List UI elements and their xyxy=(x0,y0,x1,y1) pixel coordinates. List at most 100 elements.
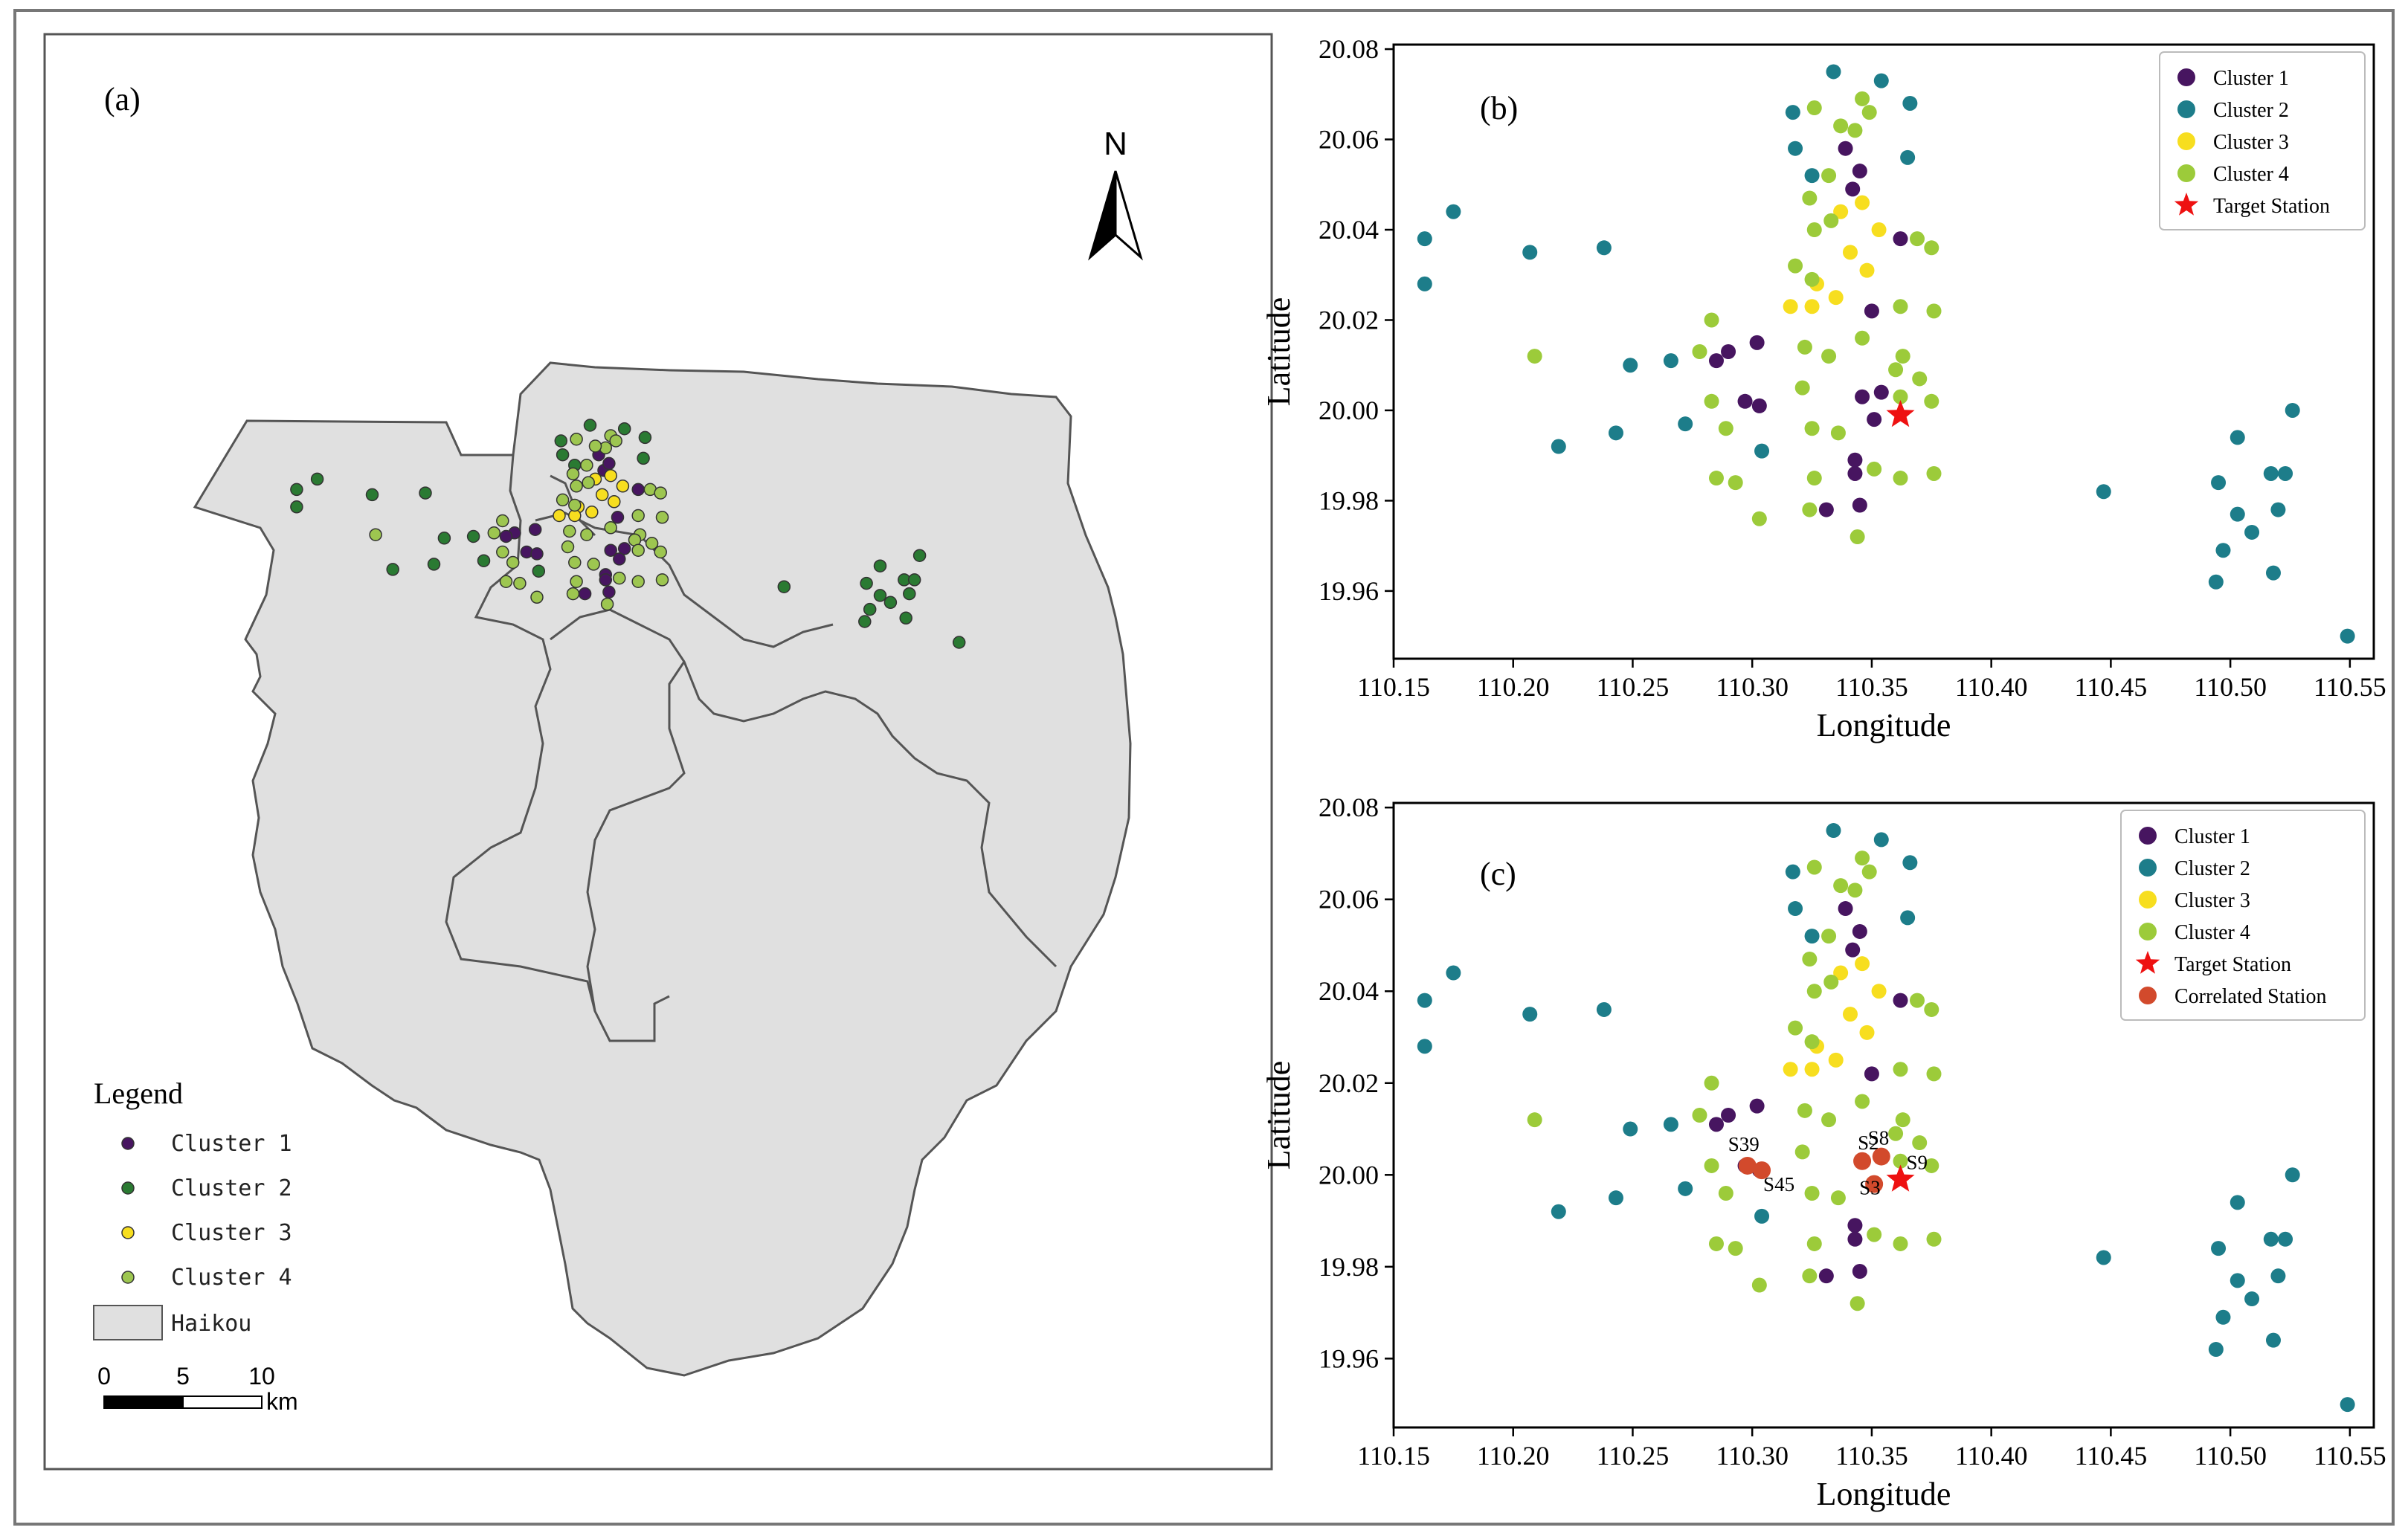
cluster-1-point xyxy=(1893,231,1908,247)
map-cluster-1-station xyxy=(613,552,626,566)
cluster-2-point xyxy=(1754,443,1770,459)
cluster-4-point xyxy=(1802,190,1818,206)
legend-marker xyxy=(2177,164,2195,182)
cluster-1-point xyxy=(1893,993,1908,1008)
cluster-2-point xyxy=(2278,465,2293,481)
cluster-4-point xyxy=(1821,929,1837,944)
cluster-2-point xyxy=(2278,1231,2293,1247)
map-cluster-2-station xyxy=(952,636,966,649)
cluster-2-point xyxy=(1446,204,1461,219)
cluster-1-point xyxy=(1845,942,1861,958)
map-cluster-4-station xyxy=(655,573,669,587)
correlated-station-label: S9 xyxy=(1907,1151,1928,1173)
cluster-4-point xyxy=(1847,123,1863,138)
cluster-2-point xyxy=(1623,358,1638,373)
cluster-3-point xyxy=(1871,984,1887,999)
cluster-4-point xyxy=(1912,371,1928,387)
correlated-station-point xyxy=(1853,1152,1872,1170)
cluster-2-point xyxy=(1663,353,1678,369)
y-tick-label: 20.06 xyxy=(1319,885,1379,914)
cluster-2-point xyxy=(1663,1117,1678,1132)
map-cluster-4-station xyxy=(496,514,509,528)
x-tick-label: 110.55 xyxy=(2314,672,2386,702)
legend-label: Cluster 4 xyxy=(2213,163,2289,186)
map-cluster-4-station xyxy=(588,439,602,453)
cluster-4-point xyxy=(1708,471,1724,486)
cluster-4-point xyxy=(1924,1158,1939,1173)
cluster-4-point xyxy=(1926,465,1942,481)
map-cluster-3-station xyxy=(608,495,621,509)
cluster-4-point xyxy=(1888,1126,1904,1141)
cluster-1-point xyxy=(1721,344,1736,359)
map-cluster-4-station xyxy=(580,458,593,472)
cluster-3-point xyxy=(1842,245,1858,260)
y-tick-label: 20.00 xyxy=(1319,396,1379,425)
cluster-2-point xyxy=(1678,1181,1693,1196)
cluster-2-point xyxy=(1788,141,1803,156)
scale-tick-0: 0 xyxy=(97,1363,111,1390)
map-legend-label-3: Cluster 3 xyxy=(171,1220,292,1246)
cluster-2-point xyxy=(1551,439,1566,454)
map-cluster-2-station xyxy=(617,422,631,436)
cluster-1-point xyxy=(1864,303,1879,319)
panel-a-label: (a) xyxy=(104,81,141,117)
cluster-4-point xyxy=(1924,393,1939,409)
correlated-station-label: S39 xyxy=(1728,1133,1760,1155)
cluster-4-point xyxy=(1804,1186,1820,1201)
x-tick-label: 110.45 xyxy=(2075,672,2148,702)
cluster-4-point xyxy=(1797,1103,1812,1118)
map-cluster-1-station xyxy=(631,483,645,497)
map-cluster-2-station xyxy=(310,472,324,486)
scale-bar: 0 5 10 km xyxy=(97,1363,298,1415)
cluster-4-point xyxy=(1804,1034,1820,1050)
legend-label: Cluster 3 xyxy=(2174,889,2250,912)
y-tick-label: 20.04 xyxy=(1319,976,1379,1006)
correlated-station-label: S45 xyxy=(1763,1173,1794,1195)
x-tick-label: 110.35 xyxy=(1835,1441,1908,1471)
district-line-4 xyxy=(535,512,834,648)
cluster-4-point xyxy=(1708,1236,1724,1251)
x-tick-label: 110.50 xyxy=(2194,1441,2267,1471)
map-cluster-3-station xyxy=(553,509,566,523)
correlated-station-point xyxy=(1872,1147,1890,1166)
cluster-4-point xyxy=(1704,1075,1719,1091)
y-tick-label: 20.02 xyxy=(1319,1068,1379,1098)
cluster-1-point xyxy=(1852,1264,1867,1279)
cluster-4-point xyxy=(1912,1135,1928,1151)
cluster-3-point xyxy=(1804,299,1820,314)
cluster-1-point xyxy=(1847,1231,1863,1247)
target-station-star xyxy=(1886,400,1915,427)
map-cluster-3-station xyxy=(616,480,630,493)
cluster-4-point xyxy=(1802,1268,1818,1284)
cluster-4-point xyxy=(1855,330,1870,346)
x-tick-label: 110.25 xyxy=(1597,1441,1670,1471)
correlated-station-point xyxy=(1738,1156,1757,1175)
cluster-4-point xyxy=(1806,984,1822,999)
cluster-2-point xyxy=(2285,402,2300,418)
cluster-3-point xyxy=(1828,1052,1844,1068)
cluster-2-point xyxy=(1785,864,1800,880)
cluster-2-point xyxy=(2340,1397,2355,1413)
cluster-1-point xyxy=(1873,384,1889,400)
map-cluster-2-station xyxy=(419,486,432,500)
map-cluster-2-station xyxy=(532,564,546,578)
map-legend-region-label: Haikou xyxy=(171,1311,251,1337)
x-tick-label: 110.45 xyxy=(2075,1441,2148,1471)
map-cluster-1-station xyxy=(578,587,592,601)
map-cluster-4-station xyxy=(570,432,583,446)
x-tick-label: 110.25 xyxy=(1597,672,1670,702)
map-cluster-4-station xyxy=(513,576,527,590)
legend-marker xyxy=(2139,827,2157,845)
cluster-3-point xyxy=(1859,262,1875,278)
legend-box xyxy=(2120,810,2366,1021)
map-cluster-4-station xyxy=(568,498,582,512)
cluster-4-point xyxy=(1867,1227,1882,1242)
y-tick-label: 19.98 xyxy=(1319,485,1379,515)
y-tick-label: 20.04 xyxy=(1319,215,1379,245)
map-cluster-1-station xyxy=(528,523,542,536)
map-cluster-4-station xyxy=(631,543,645,557)
map-cluster-1-station xyxy=(604,543,617,557)
y-axis-label: Latitude xyxy=(1261,297,1297,407)
map-cluster-2-station xyxy=(427,558,441,571)
y-tick-label: 20.02 xyxy=(1319,305,1379,335)
